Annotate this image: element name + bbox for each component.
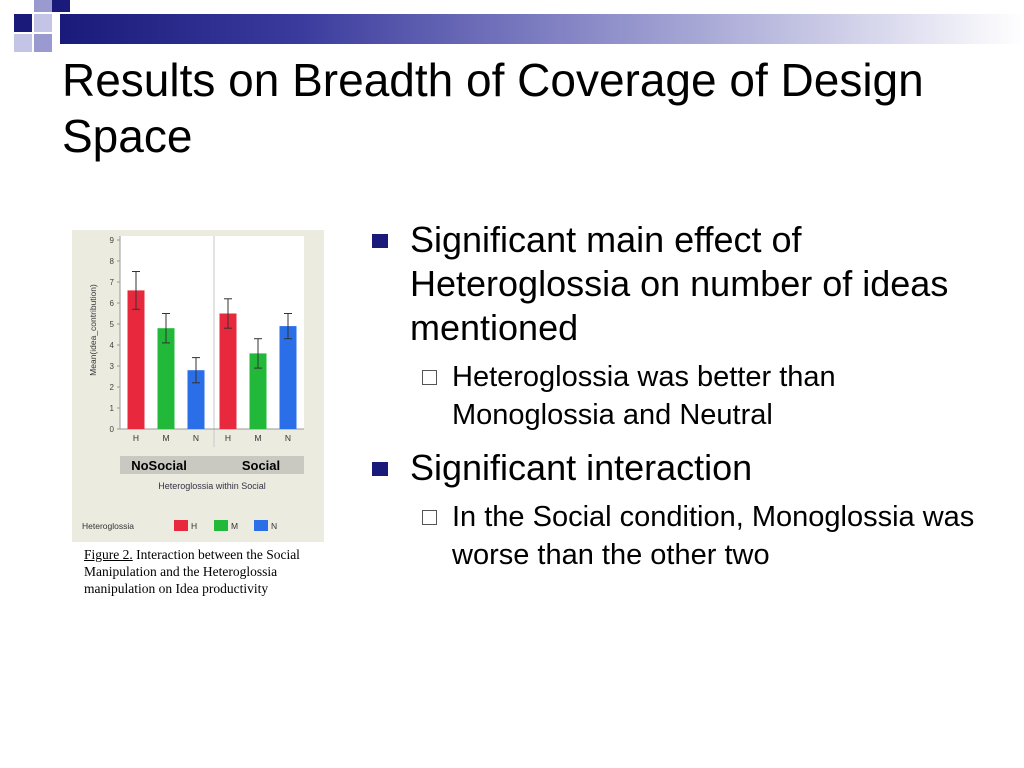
bullet-square-icon (372, 234, 388, 248)
sub-bullet-text: In the Social condition, Monoglossia was… (452, 501, 975, 571)
hollow-square-icon (422, 370, 437, 385)
y-tick-label: 9 (110, 236, 115, 245)
x-tick-label: N (285, 433, 291, 443)
x-tick-label: N (193, 433, 199, 443)
bar-nosocial-n (187, 370, 205, 429)
bullet-item: Significant interaction (370, 446, 990, 490)
group-label-bar (120, 456, 304, 474)
bar-social-h (219, 313, 237, 429)
bar-social-n (279, 326, 297, 429)
bar-chart: Mean(idea_contribution) 0 1 2 3 4 5 6 7 8 9 H M N H M N… (82, 236, 304, 531)
decor-square (14, 14, 32, 32)
sub-bullet-text: Heteroglossia was better than Monoglossi… (452, 361, 836, 431)
legend-label-n: N (271, 521, 277, 531)
y-tick-label: 3 (110, 362, 115, 371)
y-tick-label: 6 (110, 299, 115, 308)
caption-text: Interaction between the Social Manipulat… (84, 547, 300, 596)
x-tick-label: H (133, 433, 139, 443)
legend-title: Heteroglossia (82, 521, 134, 531)
figure-panel: Mean(idea_contribution) 0 1 2 3 4 5 6 7 8 9 H M N H M N… (72, 230, 324, 542)
legend-swatch-n (254, 520, 268, 531)
decor-square (34, 34, 52, 52)
bar-nosocial-h (127, 290, 145, 429)
legend-swatch-h (174, 520, 188, 531)
bullet-item: Significant main effect of Heteroglossia… (370, 218, 990, 350)
y-tick-label: 2 (110, 383, 115, 392)
sub-bullet-item: Heteroglossia was better than Monoglossi… (370, 358, 990, 434)
title-accent-bar (60, 14, 1024, 44)
plot-area (120, 236, 304, 429)
group-label-nosocial: NoSocial (131, 458, 187, 473)
bar-social-m (249, 353, 267, 429)
bullet-text: Significant interaction (410, 447, 753, 488)
y-axis-label: Mean(idea_contribution) (88, 284, 98, 376)
decor-square (52, 0, 70, 12)
legend-label-h: H (191, 521, 197, 531)
bullet-square-icon (372, 462, 388, 476)
y-tick-label: 4 (110, 341, 115, 350)
y-tick-label: 7 (110, 278, 115, 287)
decor-square (34, 14, 52, 32)
figure-caption: Figure 2. Interaction between the Social… (84, 546, 324, 597)
y-tick-label: 8 (110, 257, 115, 266)
hollow-square-icon (422, 510, 437, 525)
y-tick-label: 0 (110, 425, 115, 434)
caption-label: Figure 2. (84, 547, 133, 562)
legend-label-m: M (231, 521, 238, 531)
legend-swatch-m (214, 520, 228, 531)
y-tick-label: 5 (110, 320, 115, 329)
x-tick-label: H (225, 433, 231, 443)
x-axis-label: Heteroglossia within Social (158, 481, 266, 491)
bullet-list: Significant main effect of Heteroglossia… (370, 218, 990, 586)
group-label-social: Social (242, 458, 280, 473)
decor-square (14, 34, 32, 52)
bullet-text: Significant main effect of Heteroglossia… (410, 219, 949, 348)
x-tick-label: M (162, 433, 169, 443)
bar-nosocial-m (157, 328, 175, 429)
sub-bullet-item: In the Social condition, Monoglossia was… (370, 498, 990, 574)
y-tick-label: 1 (110, 404, 115, 413)
x-tick-label: M (254, 433, 261, 443)
decor-square (34, 0, 52, 12)
slide-title: Results on Breadth of Coverage of Design… (62, 54, 924, 162)
